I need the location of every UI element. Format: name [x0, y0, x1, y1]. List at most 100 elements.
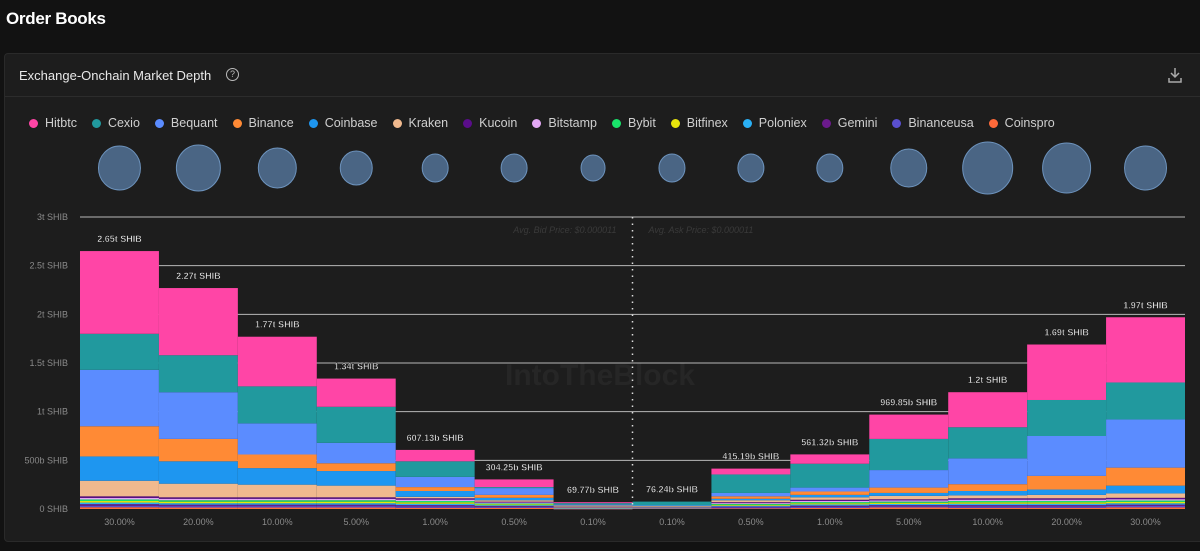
bar-segment-hitbtc [474, 479, 554, 488]
bar-segment-bequant [237, 423, 317, 455]
bar-total-label: 1.34t SHIB [334, 362, 379, 372]
bar-segment-kraken [158, 483, 238, 498]
bar-segment-bitstamp [1027, 499, 1107, 502]
bar-segment-gemini [316, 504, 396, 507]
legend-item-bitstamp[interactable]: Bitstamp [532, 116, 597, 130]
depth-bubble [97, 145, 141, 191]
bar-segment-gemini [1027, 505, 1107, 507]
depth-bubble [1124, 145, 1168, 191]
download-icon[interactable] [1167, 66, 1183, 84]
legend-label: Hitbtc [45, 116, 77, 130]
depth-bubble [175, 144, 221, 192]
legend-item-coinbase[interactable]: Coinbase [308, 116, 378, 130]
bar-segment-kucoin [158, 497, 238, 499]
legend-item-bybit[interactable]: Bybit [612, 116, 656, 130]
bar-segment-gemini [869, 505, 949, 507]
bar-segment-coinspro [80, 507, 159, 509]
bar-segment-bitstamp [1106, 499, 1185, 501]
question-circle-icon[interactable]: ? [226, 68, 239, 81]
bar-segment-kucoin [1106, 497, 1185, 500]
bar-segment-cexio [869, 438, 949, 471]
bar-segment-bybit [158, 500, 238, 502]
depth-bubble [339, 150, 373, 186]
bar-segment-bequant [553, 504, 633, 506]
bar-segment-gemini [80, 504, 159, 506]
bar-segment-gemini [395, 505, 475, 507]
bar-segment-binanceusa [316, 506, 396, 508]
bar-segment-coinbase [632, 506, 712, 507]
y-tick-label: 1t SHIB [37, 407, 68, 417]
bar-segment-bitfinex [316, 501, 396, 504]
bar-segment-binance [711, 496, 791, 499]
bar-segment-hitbtc [237, 336, 317, 387]
bar-segment-kucoin [316, 497, 396, 499]
legend-item-kucoin[interactable]: Kucoin [463, 116, 517, 130]
bar-segment-bitfinex [80, 501, 159, 503]
bar-segment-bitstamp [237, 498, 317, 501]
bar-segment-bequant [158, 392, 238, 439]
legend-label: Kraken [408, 116, 449, 130]
bar-segment-coinbase [395, 490, 475, 497]
bar-segment-bitfinex [711, 504, 791, 506]
bar-segment-coinbase [948, 490, 1028, 496]
bar-segment-bybit [316, 500, 396, 502]
legend-item-binance[interactable]: Binance [232, 116, 294, 130]
bar-segment-poloniex [158, 503, 238, 505]
bar-segment-binanceusa [80, 505, 159, 508]
bar-segment-coinbase [80, 456, 159, 481]
legend-dot-icon [988, 118, 998, 128]
bar-segment-kucoin [474, 501, 554, 503]
legend-dot-icon [742, 118, 752, 128]
bar-segment-cexio [632, 501, 712, 506]
bar-segment-kraken [553, 507, 633, 508]
x-tick-label: 20.00% [1051, 517, 1082, 527]
legend-item-poloniex[interactable]: Poloniex [742, 116, 807, 130]
bar-segment-kucoin [632, 507, 712, 508]
legend-item-hitbtc[interactable]: Hitbtc [29, 116, 77, 130]
legend-item-binanceusa[interactable]: Binanceusa [892, 116, 974, 130]
legend-label: Kucoin [479, 116, 518, 130]
legend-item-bequant[interactable]: Bequant [154, 116, 218, 130]
bar-segment-coinspro [869, 507, 949, 509]
bar-total-label: 561.32b SHIB [801, 437, 859, 447]
bar-segment-hitbtc [553, 502, 633, 504]
bar-segment-poloniex [80, 502, 159, 505]
bar-segment-bitstamp [316, 498, 396, 501]
bar-segment-bybit [1106, 500, 1185, 502]
bar-segment-binanceusa [395, 506, 475, 508]
bar-segment-binanceusa [948, 506, 1028, 508]
legend-item-cexio[interactable]: Cexio [91, 116, 140, 130]
depth-bubble [962, 141, 1014, 195]
bar-segment-kucoin [711, 502, 791, 504]
bar-segment-bitfinex [158, 501, 238, 504]
legend-item-kraken[interactable]: Kraken [392, 116, 449, 130]
bar-total-label: 76.24b SHIB [646, 485, 699, 495]
legend-item-gemini[interactable]: Gemini [821, 116, 877, 130]
legend-dot-icon [612, 118, 621, 128]
legend-label: Bitfinex [686, 116, 728, 130]
legend-item-coinspro[interactable]: Coinspro [988, 116, 1055, 130]
bar-segment-bybit [869, 501, 949, 503]
x-tick-label: 10.00% [972, 517, 1003, 527]
x-tick-label: 1.00% [422, 517, 448, 527]
bar-segment-binanceusa [711, 507, 791, 509]
legend-dot-icon [532, 118, 542, 128]
bar-segment-poloniex [316, 503, 396, 505]
depth-bubble [658, 153, 686, 183]
x-tick-label: 0.10% [659, 517, 685, 527]
bar-segment-binance [316, 463, 396, 472]
bar-segment-coinspro [474, 507, 554, 509]
bar-segment-poloniex [1027, 503, 1107, 506]
y-tick-label: 500b SHIB [24, 455, 68, 465]
legend-item-bitfinex[interactable]: Bitfinex [670, 116, 728, 130]
legend-label: Binanceusa [908, 116, 974, 130]
bar-segment-binanceusa [158, 506, 238, 508]
bar-segment-gemini [711, 506, 791, 508]
bar-segment-binance [80, 426, 159, 457]
bar-segment-bybit [395, 501, 475, 503]
bar-segment-hitbtc [1027, 344, 1107, 400]
legend-label: Bitstamp [548, 116, 597, 130]
bar-segment-bybit [790, 502, 870, 504]
bar-segment-kraken [948, 495, 1028, 499]
bar-segment-hitbtc [80, 251, 159, 334]
